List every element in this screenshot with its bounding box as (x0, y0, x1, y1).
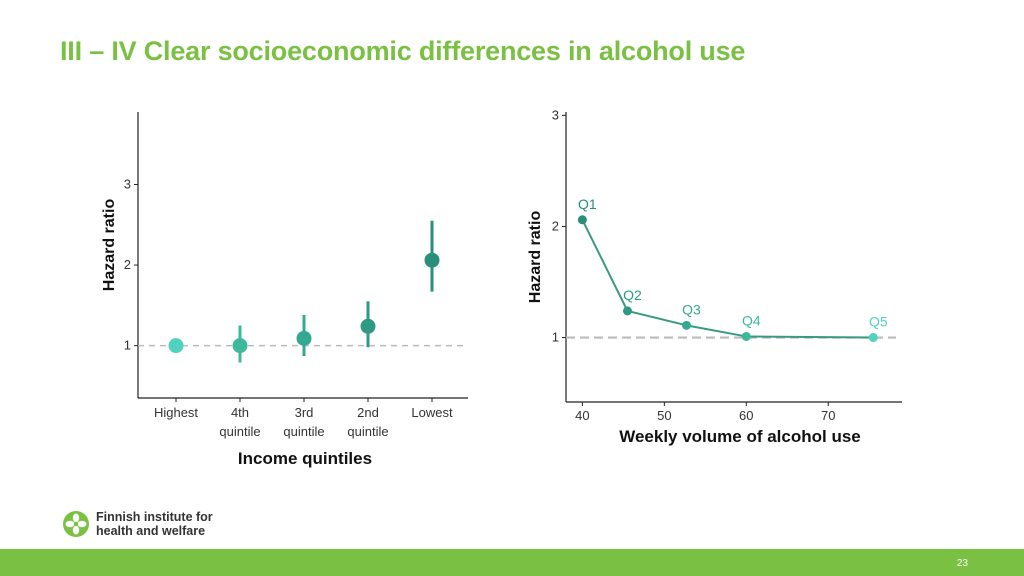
data-point (296, 330, 312, 346)
data-point (577, 215, 587, 225)
x-axis-title: Income quintiles (238, 449, 372, 468)
series-line-segment (627, 309, 687, 327)
y-axis-title: Hazard ratio (101, 199, 118, 292)
x-tick-label: 4th (231, 405, 249, 420)
logo-line-1: Finnish institute for (96, 510, 213, 524)
x-tick-label: Highest (154, 405, 198, 420)
data-label: Q3 (682, 301, 701, 317)
data-point (741, 331, 751, 341)
series-line-segment (686, 324, 747, 338)
y-tick-label: 2 (552, 218, 559, 233)
data-point (360, 318, 376, 334)
series-line-segment (746, 335, 874, 339)
x-tick-label: 70 (821, 408, 835, 423)
y-tick-label: 1 (552, 330, 559, 345)
x-tick-label: 3rd (295, 405, 314, 420)
data-point (868, 333, 878, 343)
x-tick-label: 60 (739, 408, 753, 423)
y-tick-label: 2 (124, 257, 131, 272)
institute-logo: Finnish institute for health and welfare (62, 510, 213, 538)
y-tick-label: 3 (124, 177, 131, 192)
data-label: Q2 (623, 287, 642, 303)
slide-title: III – IV Clear socioeconomic differences… (60, 36, 746, 66)
data-label: Q5 (869, 314, 888, 330)
page-number: 23 (956, 558, 968, 569)
y-axis-title: Hazard ratio (527, 211, 544, 304)
y-tick-label: 3 (552, 107, 559, 122)
data-label: Q1 (578, 196, 597, 212)
series-line-segment (581, 219, 629, 312)
data-point (424, 252, 440, 268)
data-point (232, 338, 248, 354)
y-tick-label: 1 (124, 338, 131, 353)
x-tick-label: quintile (283, 424, 324, 439)
flower-logo-icon (63, 511, 89, 537)
data-label: Q4 (742, 312, 761, 328)
data-point (681, 320, 691, 330)
x-tick-label: quintile (347, 424, 388, 439)
x-tick-label: Lowest (411, 405, 453, 420)
data-point (168, 338, 184, 354)
x-axis-title: Weekly volume of alcohol use (619, 427, 861, 446)
x-tick-label: 40 (575, 408, 589, 423)
footer-bar (0, 549, 1024, 576)
logo-line-2: health and welfare (96, 524, 206, 538)
x-tick-label: 50 (657, 408, 671, 423)
x-tick-label: quintile (219, 424, 260, 439)
x-tick-label: 2nd (357, 405, 379, 420)
data-point (622, 306, 632, 316)
